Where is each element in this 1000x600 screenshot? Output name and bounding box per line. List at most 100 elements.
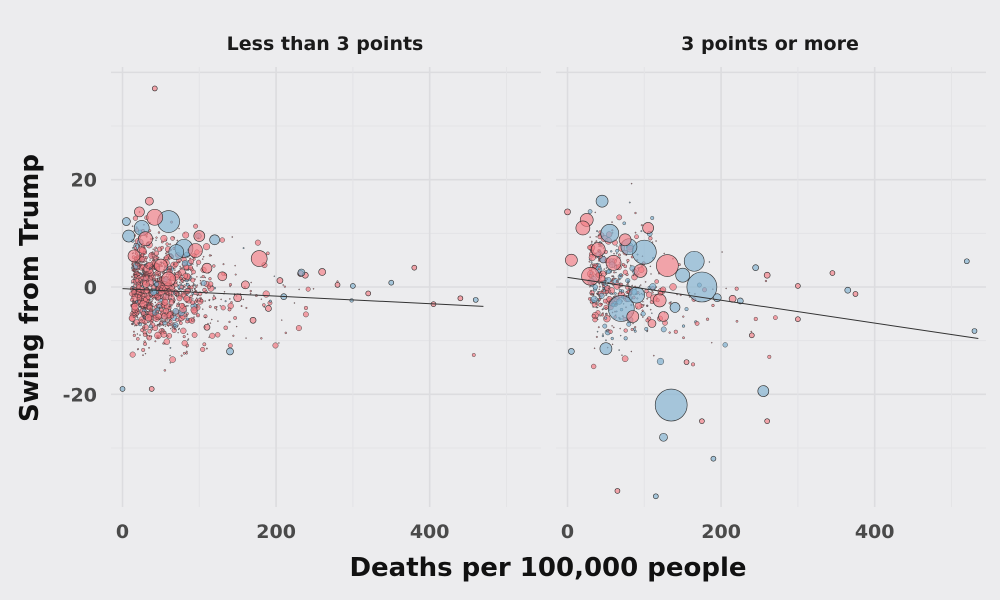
county-point: [228, 320, 231, 323]
data-point-blue: [653, 493, 659, 500]
county-point: [283, 285, 286, 288]
county-point: [145, 314, 153, 322]
county-point: [262, 303, 266, 307]
data-point-red: [633, 264, 648, 278]
county-point: [133, 277, 136, 280]
county-point: [170, 327, 172, 330]
county-point: [601, 334, 605, 338]
county-point: [206, 347, 208, 350]
county-point: [189, 276, 191, 278]
county-point: [628, 284, 630, 286]
county-point: [767, 354, 772, 359]
trend-line: [122, 288, 484, 307]
county-point: [136, 268, 138, 270]
county-point: [171, 285, 173, 287]
data-point-blue: [752, 264, 759, 271]
county-point: [169, 362, 172, 364]
county-point: [597, 259, 600, 262]
county-point: [651, 290, 653, 292]
county-point: [669, 283, 677, 291]
county-point: [183, 295, 190, 302]
county-point: [147, 321, 149, 324]
county-point: [164, 325, 167, 327]
county-point: [598, 285, 601, 288]
county-point: [591, 313, 596, 319]
county-point: [173, 267, 175, 269]
county-point: [178, 227, 180, 230]
county-point: [152, 274, 155, 277]
county-point: [139, 246, 147, 255]
data-point-red: [134, 206, 145, 218]
county-point: [173, 324, 177, 328]
county-point: [656, 357, 665, 366]
county-point: [179, 265, 181, 268]
county-point: [145, 294, 151, 300]
data-point-blue: [600, 224, 620, 243]
county-point: [646, 305, 649, 307]
county-point: [143, 246, 146, 249]
county-point: [158, 277, 161, 279]
county-point: [182, 273, 188, 279]
county-point: [242, 247, 245, 250]
county-point: [471, 353, 476, 357]
county-point: [151, 267, 154, 269]
county-point: [154, 312, 157, 315]
county-point: [597, 300, 600, 303]
county-point: [196, 304, 199, 307]
county-point: [135, 324, 138, 327]
county-point: [176, 239, 179, 242]
county-point: [145, 281, 148, 283]
county-point: [597, 326, 600, 329]
county-point: [138, 322, 141, 325]
county-point: [178, 321, 183, 325]
county-point: [184, 288, 191, 295]
county-point: [617, 278, 620, 280]
county-point: [136, 261, 139, 264]
county-point: [622, 269, 628, 275]
county-point: [644, 327, 649, 331]
county-point: [634, 231, 637, 234]
county-point: [196, 265, 198, 267]
county-point: [181, 266, 184, 269]
county-point: [628, 201, 631, 204]
county-point: [131, 303, 139, 311]
county-point: [179, 267, 182, 270]
county-point: [202, 342, 207, 347]
county-point: [171, 312, 174, 315]
county-point: [190, 277, 196, 283]
county-point: [682, 315, 685, 318]
county-point: [191, 332, 198, 338]
county-point: [178, 288, 180, 291]
county-point: [240, 305, 243, 307]
county-point: [591, 263, 593, 265]
data-point-red: [193, 230, 206, 242]
county-point: [653, 354, 655, 357]
county-point: [178, 303, 181, 305]
x-ticks-left: 0 200 400: [116, 521, 450, 543]
county-point: [163, 330, 167, 334]
county-point: [600, 313, 604, 317]
county-point: [169, 309, 172, 312]
county-point: [145, 260, 148, 263]
county-point: [605, 267, 608, 269]
data-point-red: [581, 266, 600, 286]
county-point: [157, 336, 159, 338]
county-point: [623, 336, 628, 341]
county-point: [173, 236, 175, 239]
county-point: [150, 264, 153, 267]
county-point: [626, 283, 629, 286]
county-point: [164, 255, 169, 261]
county-point: [312, 288, 315, 290]
county-point: [136, 316, 138, 318]
county-point: [587, 209, 593, 214]
county-point: [644, 281, 647, 283]
county-point: [182, 335, 186, 339]
county-point: [177, 328, 180, 331]
county-point: [642, 301, 644, 303]
county-point: [268, 299, 272, 303]
data-point-blue: [683, 250, 705, 272]
trend-line: [567, 276, 979, 340]
grid-right: [556, 67, 986, 507]
county-point: [200, 346, 206, 352]
county-point: [623, 328, 628, 333]
